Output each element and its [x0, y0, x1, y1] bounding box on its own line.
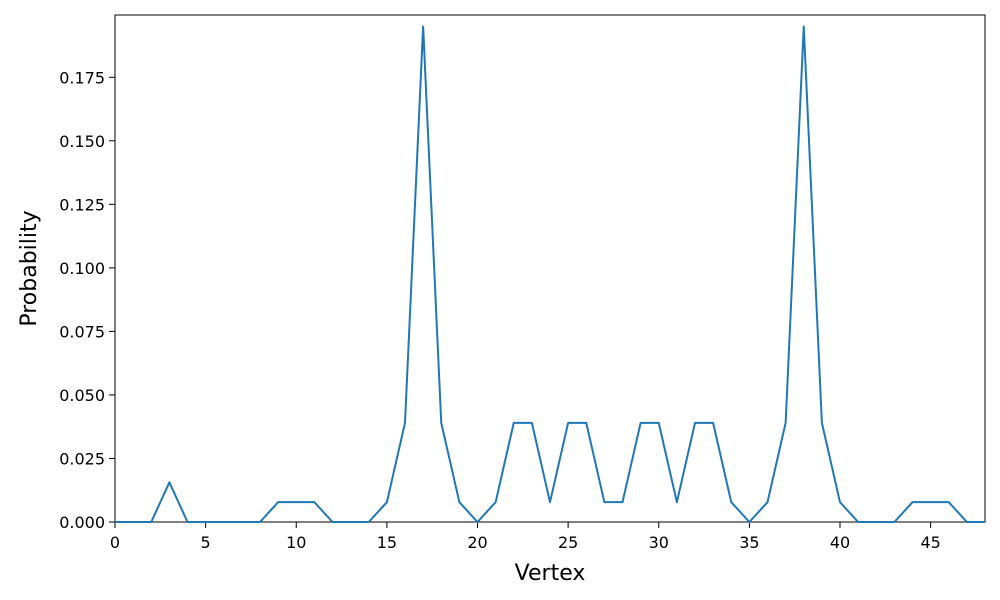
x-axis-ticks: 0 5 10 15 20 25 30 35 40 45 [110, 522, 941, 552]
x-tick-label: 15 [377, 533, 397, 552]
y-axis-ticks: 0.000 0.025 0.050 0.075 0.100 0.125 0.150 0.175 [59, 68, 115, 532]
y-tick-label: 0.050 [59, 386, 105, 405]
y-tick-label: 0.125 [59, 195, 105, 214]
series-line [115, 25, 985, 523]
x-axis-label: Vertex [515, 561, 586, 586]
y-tick-label: 0.025 [59, 449, 105, 468]
y-tick-label: 0.100 [59, 259, 105, 278]
x-tick-label: 35 [739, 533, 759, 552]
x-tick-label: 0 [110, 533, 120, 552]
y-tick-label: 0.175 [59, 68, 105, 87]
y-axis-label: Probability [17, 210, 42, 326]
y-tick-label: 0.000 [59, 513, 105, 532]
x-tick-label: 5 [201, 533, 211, 552]
x-tick-label: 20 [467, 533, 487, 552]
x-tick-label: 40 [830, 533, 850, 552]
y-tick-label: 0.075 [59, 322, 105, 341]
x-tick-label: 30 [649, 533, 669, 552]
y-tick-label: 0.150 [59, 132, 105, 151]
x-tick-label: 45 [920, 533, 940, 552]
plot-frame [114, 14, 986, 523]
x-tick-label: 10 [286, 533, 306, 552]
x-tick-label: 25 [558, 533, 578, 552]
